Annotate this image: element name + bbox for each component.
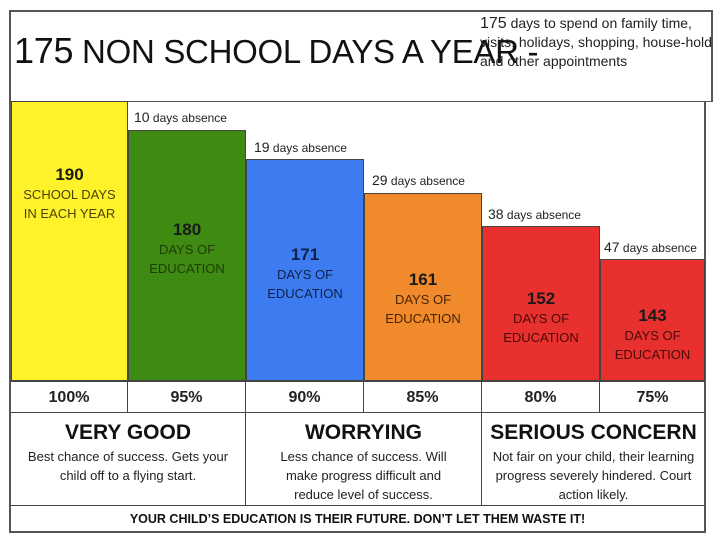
bar-label: EDUCATION xyxy=(149,261,225,276)
subtitle-text: days to spend on family time, visits, ho… xyxy=(480,15,712,69)
bar-label: DAYS OF xyxy=(624,328,681,343)
footer-message: YOUR CHILD’S EDUCATION IS THEIR FUTURE. … xyxy=(11,505,704,531)
bar-value: 190 xyxy=(55,165,84,184)
bar-value: 171 xyxy=(290,245,320,264)
absence-label: 10 days absence xyxy=(134,109,227,125)
absence-label: 47 days absence xyxy=(604,239,697,255)
absence-label: 29 days absence xyxy=(372,172,465,188)
bar-171: 171 DAYS OF EDUCATION xyxy=(246,159,364,380)
subtitle-number: 175 xyxy=(480,15,507,32)
absence-label: 38 days absence xyxy=(488,206,581,222)
percent-cell: 80% xyxy=(482,380,600,412)
rating-title: WORRYING xyxy=(304,421,423,444)
rating-serious-concern: SERIOUS CONCERN Not fair on your child, … xyxy=(482,412,705,505)
header-box xyxy=(9,10,713,102)
bar-label: SCHOOL DAYS xyxy=(23,187,116,202)
subtitle: 175 days to spend on family time, visits… xyxy=(480,14,716,71)
rating-text: Best chance of success. Gets your child … xyxy=(27,449,229,483)
bar-label: EDUCATION xyxy=(614,347,691,362)
percent-cell: 95% xyxy=(128,380,246,412)
bar-label: DAYS OF xyxy=(394,292,452,307)
percent-cell: 100% xyxy=(11,380,128,412)
bar-value: 152 xyxy=(526,289,556,308)
title-number: 175 xyxy=(14,30,74,71)
chart-frame xyxy=(9,101,706,533)
percent-cell: 85% xyxy=(364,380,482,412)
bar-143: 143 DAYS OF EDUCATION xyxy=(600,259,705,380)
bar-label: EDUCATION xyxy=(267,286,343,301)
bar-label: EDUCATION xyxy=(503,330,579,345)
bar-label: DAYS OF xyxy=(276,267,334,282)
rating-text: Less chance of success. Will make progre… xyxy=(280,449,447,502)
rating-text: Not fair on your child, their learning p… xyxy=(492,449,695,502)
bar-value: 143 xyxy=(638,306,667,325)
bar-label: DAYS OF xyxy=(158,242,216,257)
rating-very-good: VERY GOOD Best chance of success. Gets y… xyxy=(11,412,246,505)
percent-cell: 75% xyxy=(600,380,705,412)
rating-title: SERIOUS CONCERN xyxy=(490,421,697,444)
title-text: NON SCHOOL DAYS A YEAR - xyxy=(82,33,539,70)
bar-label: EDUCATION xyxy=(385,311,461,326)
percent-cell: 90% xyxy=(246,380,364,412)
bar-label: IN EACH YEAR xyxy=(23,206,116,221)
page-title: 175 NON SCHOOL DAYS A YEAR - xyxy=(14,30,539,72)
bar-value: 161 xyxy=(408,270,438,289)
bar-190: 190 SCHOOL DAYS IN EACH YEAR xyxy=(11,101,128,380)
bar-152: 152 DAYS OF EDUCATION xyxy=(482,226,600,380)
bar-180: 180 DAYS OF EDUCATION xyxy=(128,130,246,380)
bar-label: DAYS OF xyxy=(512,311,570,326)
bar-value: 180 xyxy=(172,220,202,239)
rating-title: VERY GOOD xyxy=(64,421,192,444)
absence-label: 19 days absence xyxy=(254,139,347,155)
bar-161: 161 DAYS OF EDUCATION xyxy=(364,193,482,380)
rating-worrying: WORRYING Less chance of success. Will ma… xyxy=(246,412,482,505)
